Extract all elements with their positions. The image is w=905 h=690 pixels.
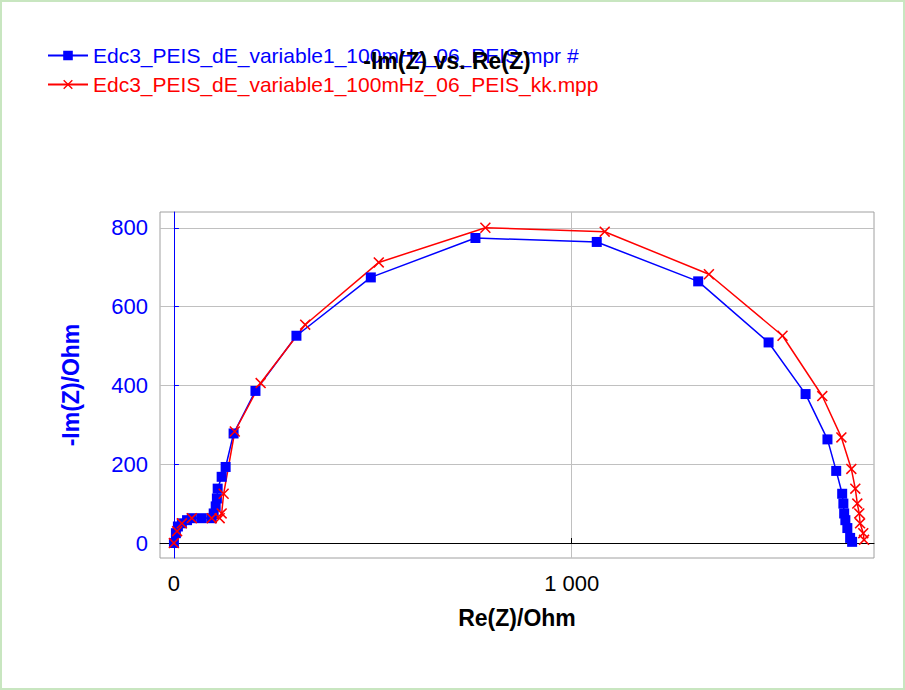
svg-text:-Im(Z)/Ohm: -Im(Z)/Ohm [58, 324, 84, 447]
svg-text:Edc3_PEIS_dE_variable1_100mHz_: Edc3_PEIS_dE_variable1_100mHz_06_PEIS.mp… [93, 44, 579, 67]
svg-text:400: 400 [111, 373, 148, 398]
svg-text:Re(Z)/Ohm: Re(Z)/Ohm [458, 605, 576, 631]
svg-text:Edc3_PEIS_dE_variable1_100mHz_: Edc3_PEIS_dE_variable1_100mHz_06_PEIS_kk… [93, 73, 598, 97]
svg-text:0: 0 [136, 531, 148, 556]
svg-text:0: 0 [168, 571, 180, 596]
svg-text:600: 600 [111, 294, 148, 319]
svg-text:800: 800 [111, 215, 148, 240]
svg-text:1 000: 1 000 [544, 571, 599, 596]
svg-text:-Im(Z) vs. Re(Z): -Im(Z) vs. Re(Z) [363, 48, 530, 74]
svg-text:200: 200 [111, 452, 148, 477]
